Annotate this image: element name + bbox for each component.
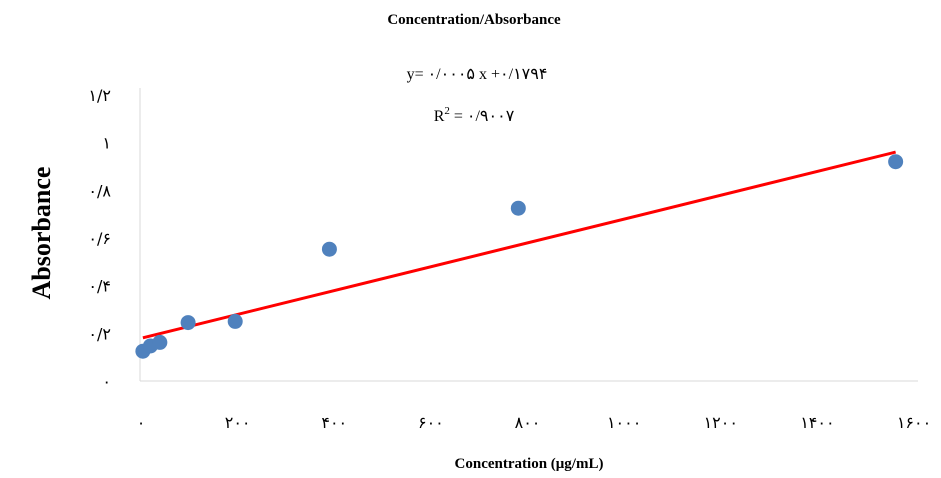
y-tick-label: ۰/۲ [88,324,111,343]
x-tick-label: ۴۰۰ [321,413,347,432]
x-tick-label: ۱۶۰۰ [897,413,931,432]
data-points [135,154,904,359]
plot-area: ۰ ۰/۲ ۰/۴ ۰/۶ ۰/۸ ۱ ۱/۲ ۰ ۲۰۰ ۴۰۰ ۶۰۰ ۸۰۰ ۱۰۰۰ ۱۲۰۰ ۱… [88,86,931,432]
r-squared-superscript: 2 [444,105,450,117]
trendline-equation: y= ۰/۰۰۰۵ x +۰/۱۷۹۴ [407,66,548,83]
x-tick-label: ۲۰۰ [225,413,251,432]
y-tick-label: ۰/۸ [88,181,111,200]
data-point [227,313,243,329]
data-point [888,154,904,170]
y-tick-label: ۰ [102,372,111,391]
trendline-layer [142,150,897,340]
x-tick-label: ۰ [137,413,146,432]
trendline [142,150,897,340]
r-squared: R2 = ۰/۹۰۰۷ [434,105,515,125]
y-tick-label: ۱/۲ [88,86,111,105]
y-tick-label: ۰/۴ [88,277,111,296]
y-tick-label: ۰/۶ [88,229,111,248]
x-tick-label: ۱۴۰۰ [800,413,834,432]
x-tick-label: ۸۰۰ [515,413,541,432]
r-squared-value: = ۰/۹۰۰۷ [450,108,515,125]
x-tick-labels: ۰ ۲۰۰ ۴۰۰ ۶۰۰ ۸۰۰ ۱۰۰۰ ۱۲۰۰ ۱۴۰۰ ۱۶۰۰ [137,413,931,432]
y-tick-labels: ۰ ۰/۲ ۰/۴ ۰/۶ ۰/۸ ۱ ۱/۲ [88,86,111,391]
x-tick-label: ۶۰۰ [418,413,444,432]
data-point [510,200,526,216]
x-axis-label: Concentration (μg/mL) [455,456,604,472]
x-tick-label: ۱۰۰۰ [607,413,641,432]
data-point [180,315,196,331]
y-axis-label: Absorbance [27,167,56,300]
x-tick-label: ۱۲۰۰ [704,413,738,432]
chart-title: Concentration/Absorbance [387,12,561,28]
y-tick-label: ۱ [102,134,111,153]
data-point [152,334,168,350]
r-squared-symbol: R [434,108,445,125]
data-point [321,241,337,257]
